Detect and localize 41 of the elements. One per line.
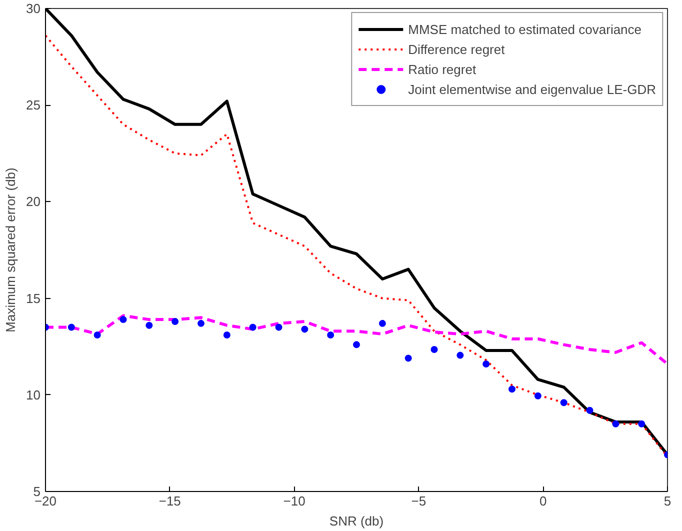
y-tick-label: 25: [26, 98, 41, 113]
y-tick-label: 5: [33, 484, 41, 499]
point: [534, 392, 542, 400]
point: [223, 332, 230, 338]
y-axis-title: Maximum squared error (db): [3, 168, 18, 332]
point: [560, 399, 568, 406]
legend-label: Joint elementwise and eigenvalue LE-GDR: [408, 82, 656, 96]
x-tick-label: −15: [158, 494, 181, 508]
legend-label: MMSE matched to estimated covariance: [408, 22, 642, 36]
y-tick-label: 30: [26, 1, 41, 16]
point: [301, 326, 308, 333]
point: [198, 320, 204, 327]
point: [508, 386, 516, 393]
y-tick-label: 20: [26, 194, 41, 210]
point: [327, 332, 334, 338]
point: [638, 420, 646, 428]
x-tick-label: 5: [664, 494, 672, 508]
x-tick-label: −5: [411, 494, 426, 508]
point: [275, 324, 282, 331]
point: [249, 324, 256, 331]
point: [120, 316, 127, 324]
y-tick-label: 10: [26, 387, 41, 402]
legend-label: Difference regret: [408, 42, 505, 56]
line-series: [46, 314, 668, 366]
point: [612, 420, 620, 428]
legend-label: Ratio regret: [408, 62, 476, 76]
point: [430, 346, 438, 353]
point: [146, 322, 153, 329]
point: [456, 352, 464, 359]
x-tick-label: 0: [539, 494, 547, 508]
point: [482, 360, 490, 368]
point: [586, 406, 594, 414]
point: [404, 354, 412, 362]
y-tick-label: 15: [26, 290, 41, 306]
point: [94, 332, 101, 338]
x-axis-title: SNR (db): [329, 514, 384, 528]
point: [353, 341, 360, 348]
point: [68, 324, 75, 331]
point: [172, 318, 179, 325]
x-tick-label: −10: [283, 494, 306, 508]
point: [378, 320, 386, 327]
